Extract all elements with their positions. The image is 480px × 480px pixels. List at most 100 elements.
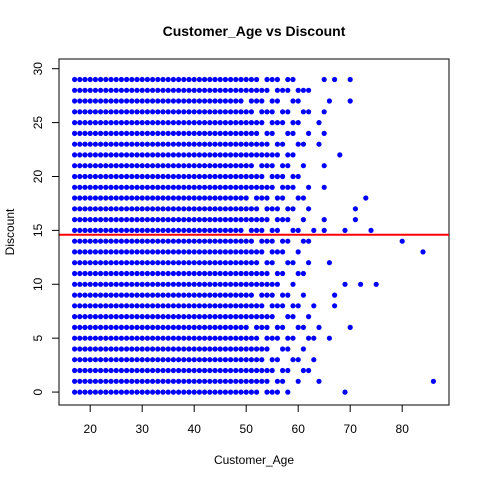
data-point <box>82 314 88 320</box>
data-point <box>228 227 234 233</box>
data-point <box>144 227 150 233</box>
data-point <box>160 87 166 93</box>
data-point <box>176 249 182 255</box>
data-point <box>285 109 291 115</box>
data-point <box>202 346 208 352</box>
data-point <box>155 346 161 352</box>
data-point <box>98 98 104 104</box>
data-point <box>212 130 218 136</box>
data-point <box>233 217 239 223</box>
data-point <box>160 173 166 180</box>
data-point <box>191 389 197 395</box>
data-point <box>155 173 161 180</box>
data-point <box>118 357 124 363</box>
data-point <box>264 76 270 83</box>
data-point <box>160 314 166 320</box>
data-point <box>233 281 239 287</box>
data-point <box>87 389 93 395</box>
data-point <box>217 76 223 83</box>
data-point <box>87 367 93 374</box>
data-point <box>82 367 88 374</box>
data-point <box>186 367 192 374</box>
data-point <box>202 206 208 212</box>
data-point <box>139 152 145 158</box>
data-point <box>191 249 197 255</box>
data-point <box>212 87 218 93</box>
data-point <box>274 152 280 158</box>
data-point <box>77 76 83 83</box>
data-point <box>98 173 104 180</box>
data-point <box>181 206 187 212</box>
data-point <box>186 357 192 363</box>
data-point <box>150 367 156 374</box>
data-point <box>269 389 275 395</box>
data-point <box>139 173 145 180</box>
data-point <box>306 260 312 266</box>
data-point <box>92 173 98 180</box>
data-point <box>139 303 145 309</box>
data-point <box>170 141 176 147</box>
data-point <box>155 314 161 320</box>
data-point <box>98 303 104 309</box>
data-point <box>113 184 119 190</box>
data-point <box>72 76 78 83</box>
data-point <box>321 109 327 115</box>
data-point <box>254 260 260 266</box>
data-point <box>269 292 275 298</box>
data-point <box>165 120 171 126</box>
data-point <box>259 324 265 330</box>
data-point <box>264 163 270 169</box>
data-point <box>155 249 161 255</box>
data-point <box>300 217 306 223</box>
data-point <box>202 173 208 180</box>
data-point <box>233 109 239 115</box>
data-point <box>321 227 327 233</box>
data-point <box>280 141 286 147</box>
data-point <box>144 367 150 374</box>
data-point <box>170 217 176 223</box>
data-point <box>285 346 291 352</box>
data-point <box>306 109 312 115</box>
data-point <box>108 260 114 266</box>
data-point <box>72 141 78 147</box>
data-point <box>77 173 83 180</box>
data-point <box>243 260 249 266</box>
data-point <box>264 292 270 298</box>
data-point <box>186 130 192 136</box>
data-point <box>150 260 156 266</box>
data-point <box>165 314 171 320</box>
data-point <box>92 184 98 190</box>
data-point <box>285 335 291 341</box>
data-point <box>118 98 124 104</box>
data-point <box>103 87 109 93</box>
data-point <box>72 87 78 93</box>
data-point <box>316 324 322 330</box>
data-point <box>352 206 358 212</box>
data-point <box>72 303 78 309</box>
data-point <box>165 281 171 287</box>
data-point <box>150 87 156 93</box>
data-point <box>165 389 171 395</box>
data-point <box>254 130 260 136</box>
data-point <box>144 314 150 320</box>
data-point <box>254 357 260 363</box>
data-point <box>170 260 176 266</box>
data-point <box>160 217 166 223</box>
data-point <box>92 195 98 201</box>
data-point <box>103 249 109 255</box>
data-point <box>139 206 145 212</box>
data-point <box>233 184 239 190</box>
data-point <box>274 206 280 212</box>
data-point <box>222 195 228 201</box>
data-point <box>212 173 218 180</box>
data-point <box>274 217 280 223</box>
data-point <box>139 324 145 330</box>
data-point <box>134 76 140 83</box>
data-point <box>222 378 228 384</box>
data-point <box>82 357 88 363</box>
data-point <box>129 303 135 309</box>
data-point <box>124 227 130 233</box>
data-point <box>155 152 161 158</box>
data-point <box>228 249 234 255</box>
data-point <box>191 130 197 136</box>
